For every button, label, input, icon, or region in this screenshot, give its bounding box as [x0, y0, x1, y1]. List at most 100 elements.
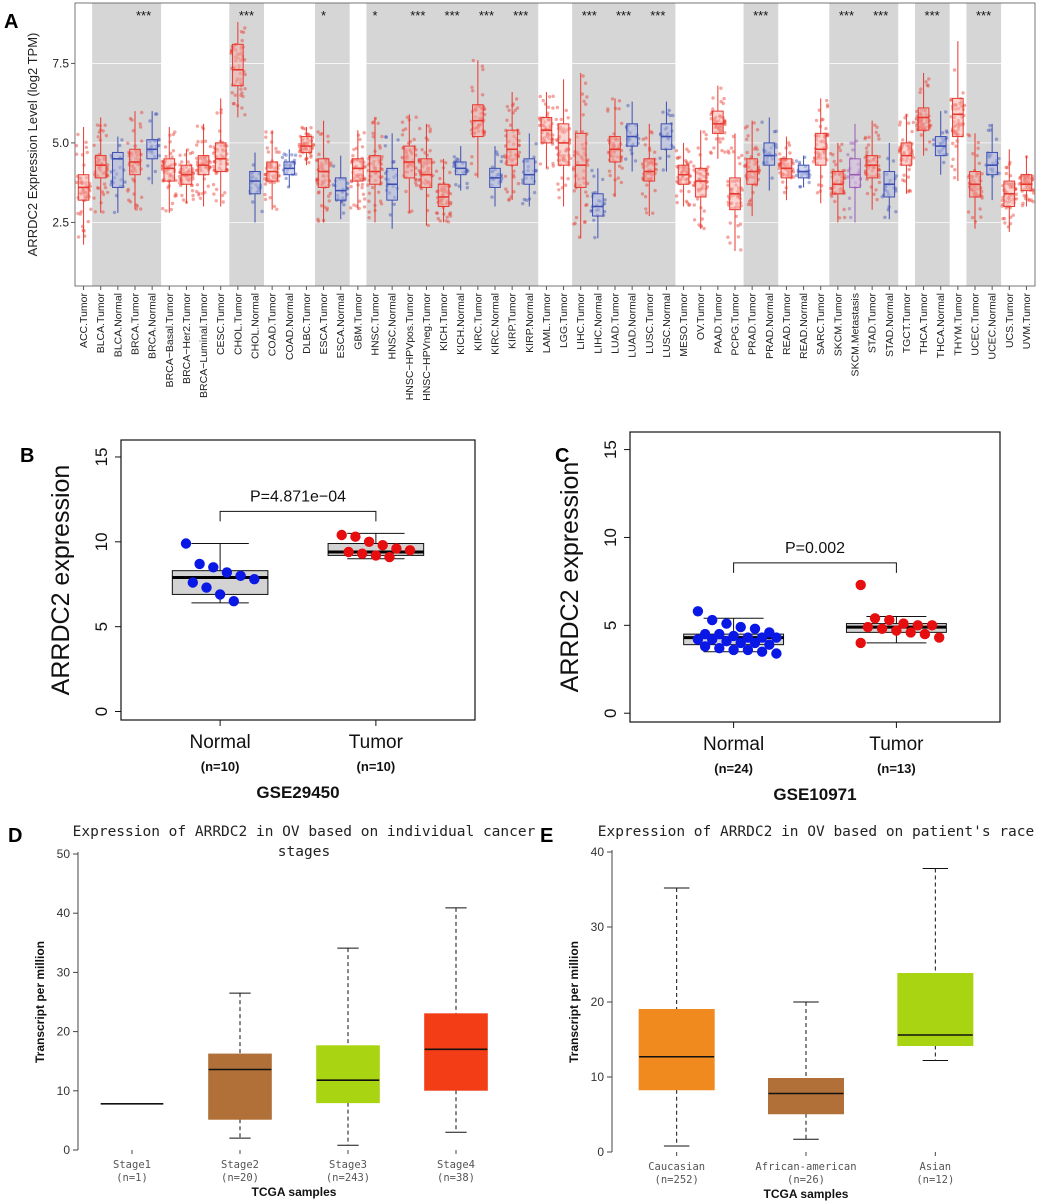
x-tick-label: BRCA.Tumor [130, 293, 142, 356]
data-point [554, 117, 558, 122]
data-point [483, 107, 487, 111]
data-point [131, 129, 136, 133]
data-point [551, 161, 555, 166]
data-point [566, 116, 570, 120]
data-point [1004, 206, 1008, 210]
data-point [771, 632, 782, 643]
data-point [384, 551, 395, 563]
data-point [1001, 217, 1005, 221]
data-point [229, 51, 233, 55]
data-point [668, 113, 672, 118]
data-point [392, 202, 396, 206]
data-point [452, 164, 456, 168]
data-point [583, 220, 587, 224]
data-point [357, 548, 368, 559]
data-point [877, 180, 882, 185]
data-point [522, 197, 526, 202]
data-point [170, 201, 175, 206]
data-point [500, 155, 504, 159]
x-tick-label: LUSC.Tumor [644, 292, 656, 353]
data-point [232, 101, 236, 106]
p-value-label: P=0.002 [785, 540, 845, 557]
data-point [944, 110, 948, 114]
data-point [865, 191, 870, 196]
data-point [901, 138, 905, 142]
data-point [1002, 216, 1007, 221]
box-tumor [1020, 174, 1033, 192]
data-point [428, 149, 432, 153]
data-point [272, 204, 277, 209]
data-point [449, 200, 453, 205]
data-point [721, 101, 725, 106]
data-point [667, 108, 671, 113]
data-point [551, 106, 555, 110]
data-point [902, 173, 906, 177]
data-point [89, 207, 93, 211]
data-point [126, 187, 130, 192]
data-point [1004, 171, 1009, 176]
data-point [926, 620, 938, 631]
data-point [585, 194, 590, 198]
data-point [517, 143, 521, 147]
data-point [157, 138, 161, 142]
data-point [264, 130, 268, 134]
data-point [517, 150, 522, 155]
data-point [405, 115, 409, 119]
data-point [705, 185, 710, 189]
data-point [367, 216, 371, 220]
data-point [346, 187, 350, 191]
significance-mark: *** [650, 8, 665, 23]
data-point [446, 220, 451, 224]
data-point [214, 171, 218, 176]
data-point [691, 183, 696, 188]
data-point [195, 124, 200, 128]
data-point [266, 150, 271, 154]
data-point [203, 139, 208, 143]
data-point [953, 168, 957, 172]
data-point [331, 164, 336, 168]
data-point [316, 191, 321, 195]
y-tick-label: 2.5 [52, 215, 69, 229]
data-point [309, 126, 313, 130]
data-point [661, 168, 665, 172]
data-point [699, 628, 711, 640]
x-tick-label: LUSC.Normal [661, 293, 673, 358]
y-tick-label: 15 [92, 448, 111, 467]
data-point [774, 145, 778, 149]
data-point [633, 159, 638, 163]
data-point [380, 175, 384, 179]
data-point [161, 206, 165, 211]
data-point [907, 167, 911, 172]
data-point [667, 154, 671, 158]
x-tick-label: ACC.Tumor [78, 293, 90, 349]
data-point [756, 632, 768, 643]
x-group-label: Tumor [869, 734, 924, 755]
data-point [504, 187, 508, 191]
data-point [915, 109, 919, 114]
data-point [197, 193, 201, 197]
data-point [880, 195, 884, 199]
data-point [452, 155, 456, 159]
y-axis-label: ARRDC2 expression [47, 465, 75, 696]
x-group-label: Asian [920, 1161, 952, 1173]
data-point [1031, 199, 1035, 204]
data-point [727, 151, 731, 155]
significance-mark: *** [513, 8, 528, 23]
data-point [331, 183, 336, 187]
data-point [418, 126, 422, 131]
data-point [771, 648, 782, 659]
data-point [500, 176, 504, 181]
data-point [120, 138, 124, 142]
box-normal [986, 151, 998, 176]
data-point [851, 148, 855, 152]
data-point [212, 151, 216, 155]
data-point [92, 196, 96, 200]
data-point [842, 207, 846, 212]
data-point [794, 173, 799, 178]
data-point [928, 140, 932, 144]
data-point [837, 216, 842, 220]
x-tick-label: KIRP.Tumor [507, 293, 519, 350]
data-point [714, 643, 725, 654]
data-point [714, 137, 719, 141]
data-point [100, 190, 105, 194]
